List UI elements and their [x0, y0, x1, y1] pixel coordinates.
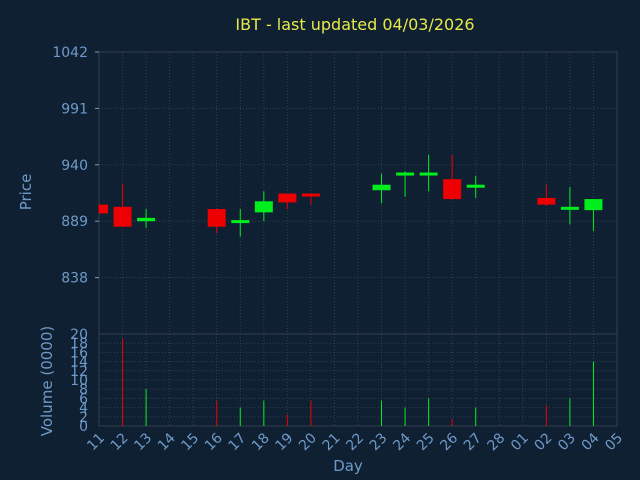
volume-tick-label: 10	[70, 373, 88, 389]
price-axis-label: Price	[17, 174, 35, 211]
candle-body-down	[278, 193, 297, 203]
volume-tick-label: 2	[79, 410, 88, 426]
candle-body-down	[207, 209, 226, 227]
candle-body-up	[254, 201, 273, 213]
volume-tick-label: 8	[79, 382, 88, 398]
chart-title: IBT - last updated 04/03/2026	[235, 15, 474, 34]
candle-body-up	[396, 172, 415, 176]
volume-tick-label: 4	[79, 401, 88, 417]
price-tick-label: 991	[61, 101, 88, 117]
price-tick-label: 889	[61, 214, 88, 230]
candle-body-up	[372, 184, 391, 191]
volume-tick-label: 20	[70, 327, 88, 343]
candle-body-down	[443, 179, 462, 200]
volume-tick-label: 16	[70, 345, 88, 361]
volume-tick-label: 14	[70, 355, 88, 371]
candle-body-down	[301, 193, 320, 197]
candle-body-up	[466, 184, 485, 188]
price-tick-label: 838	[61, 271, 88, 287]
volume-tick-label: 12	[70, 364, 88, 380]
candle-body-down	[99, 204, 108, 214]
candle-body-up	[584, 199, 603, 211]
volume-axis-label: Volume (0000)	[38, 326, 56, 436]
candle-body-up	[231, 220, 250, 224]
volume-tick-label: 6	[79, 391, 88, 407]
price-panel: 1042 991 940 889 838	[52, 45, 618, 335]
volume-tick-label: 0	[79, 419, 88, 435]
candle-body-up	[419, 172, 438, 176]
candle-body-down	[113, 206, 132, 227]
x-axis-label: Day	[333, 457, 363, 475]
x-axis: 11 12 13 14 15 16 17 18 19 20 21 22 23 24 25 26 27 28 01 02…	[84, 430, 626, 454]
price-tick-label: 940	[61, 158, 88, 174]
price-tick-label: 1042	[52, 45, 88, 61]
volume-tick-label: 18	[70, 336, 88, 352]
candle-body-up	[137, 217, 156, 222]
candle-body-down	[537, 197, 556, 205]
candle-body-up	[560, 206, 579, 210]
